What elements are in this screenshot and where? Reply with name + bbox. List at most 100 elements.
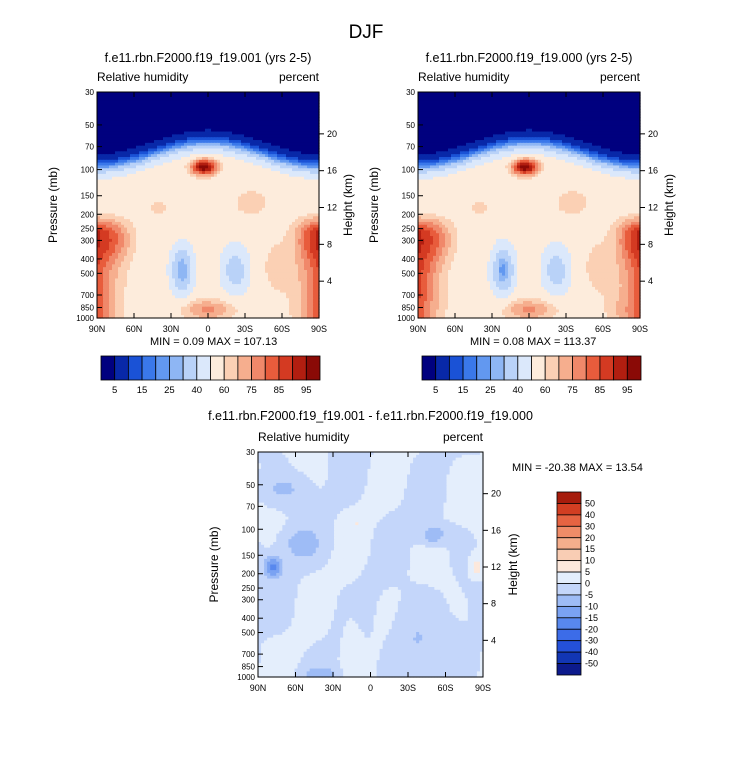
heatmap-cell — [160, 202, 164, 206]
heatmap-cell — [184, 108, 188, 113]
heatmap-cell — [211, 205, 215, 209]
heatmap-cell — [205, 154, 209, 158]
heatmap-cell — [124, 165, 128, 169]
heatmap-cell — [301, 97, 305, 102]
heatmap-cell — [127, 219, 131, 223]
heatmap-cell — [133, 253, 137, 257]
heatmap-cell — [295, 236, 299, 240]
heatmap-cell — [283, 92, 287, 96]
heatmap-cell — [292, 238, 296, 243]
heatmap-cell — [136, 227, 140, 232]
heatmap-cell — [217, 165, 221, 169]
heatmap-cell — [316, 148, 320, 152]
heatmap-cell — [277, 196, 281, 200]
heatmap-cell — [193, 145, 197, 150]
heatmap-cell — [301, 250, 305, 254]
heatmap-cell — [232, 196, 236, 200]
heatmap-cell — [193, 255, 197, 260]
heatmap-cell — [229, 103, 233, 107]
heatmap-cell — [244, 202, 248, 206]
heatmap-cell — [124, 255, 128, 260]
heatmap-cell — [313, 142, 317, 147]
heatmap-cell — [142, 176, 146, 181]
heatmap-cell — [265, 202, 269, 206]
heatmap-cell — [238, 131, 242, 135]
heatmap-cell — [136, 176, 140, 181]
heatmap-cell — [286, 258, 290, 263]
heatmap-cell — [304, 94, 308, 99]
heatmap-cell — [265, 278, 269, 282]
heatmap-cell — [202, 94, 206, 99]
heatmap-cell — [202, 241, 206, 246]
heatmap-cell — [133, 221, 137, 226]
heatmap-cell — [205, 114, 209, 119]
heatmap-cell — [235, 128, 239, 133]
heatmap-cell — [301, 137, 305, 141]
heatmap-cell — [256, 255, 260, 260]
heatmap-cell — [253, 154, 257, 158]
heatmap-cell — [310, 253, 314, 257]
heatmap-cell — [130, 216, 134, 220]
heatmap-cell — [274, 250, 278, 254]
heatmap-cell — [130, 233, 134, 237]
heatmap-cell — [190, 111, 194, 116]
heatmap-cell — [154, 199, 158, 203]
heatmap-cell — [166, 221, 170, 226]
heatmap-cell — [115, 221, 119, 226]
heatmap-cell — [274, 162, 278, 167]
heatmap-cell — [217, 213, 221, 217]
heatmap-cell — [268, 202, 272, 206]
heatmap-cell — [301, 258, 305, 263]
heatmap-cell — [310, 224, 314, 229]
heatmap-cell — [235, 236, 239, 240]
heatmap-cell — [229, 140, 233, 144]
heatmap-cell — [118, 269, 122, 274]
heatmap-cell — [103, 94, 107, 99]
heatmap-cell — [136, 131, 140, 135]
heatmap-cell — [250, 241, 254, 246]
heatmap-cell — [301, 103, 305, 107]
heatmap-cell — [244, 193, 248, 198]
heatmap-cell — [106, 272, 110, 277]
heatmap-cell — [166, 272, 170, 277]
heatmap-cell — [283, 154, 287, 158]
heatmap-cell — [109, 182, 113, 186]
heatmap-cell — [229, 193, 233, 198]
heatmap-cell — [115, 253, 119, 257]
heatmap-cell — [145, 117, 149, 121]
heatmap-cell — [298, 190, 302, 195]
heatmap-cell — [223, 176, 227, 181]
heatmap-cell — [136, 140, 140, 144]
heatmap-cell — [232, 134, 236, 138]
heatmap-cell — [256, 238, 260, 243]
heatmap-cell — [226, 233, 230, 237]
heatmap-cell — [217, 134, 221, 138]
heatmap-cell — [193, 123, 197, 127]
heatmap-cell — [172, 92, 176, 96]
heatmap-cell — [217, 148, 221, 152]
heatmap-cell — [226, 275, 230, 280]
heatmap-cell — [262, 162, 266, 167]
heatmap-cell — [127, 182, 131, 186]
heatmap-cell — [226, 182, 230, 186]
heatmap-cell — [241, 224, 245, 229]
heatmap-cell — [202, 173, 206, 178]
heatmap-cell — [127, 128, 131, 133]
heatmap-cell — [214, 125, 218, 130]
heatmap-cell — [181, 120, 185, 124]
heatmap-cell — [109, 264, 113, 268]
heatmap-cell — [304, 190, 308, 195]
heatmap-cell — [151, 193, 155, 198]
heatmap-cell — [193, 165, 197, 169]
heatmap-cell — [109, 193, 113, 198]
heatmap-cell — [166, 253, 170, 257]
heatmap-cell — [133, 171, 137, 175]
heatmap-cell — [274, 140, 278, 144]
heatmap-cell — [301, 134, 305, 138]
heatmap-cell — [151, 207, 155, 212]
heatmap-cell — [232, 230, 236, 234]
heatmap-cell — [229, 151, 233, 155]
heatmap-cell — [136, 142, 140, 147]
heatmap-cell — [181, 213, 185, 217]
heatmap-cell — [304, 250, 308, 254]
